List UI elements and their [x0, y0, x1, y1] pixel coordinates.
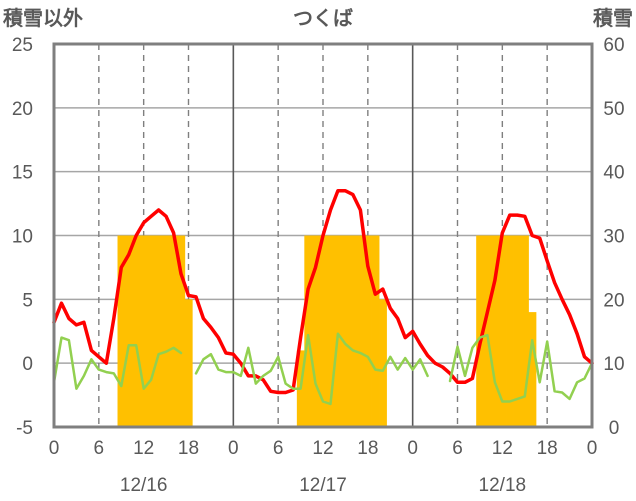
right-tick-label: 10 [603, 354, 624, 375]
left-tick-label: 5 [22, 290, 33, 311]
right-tick-label: 20 [603, 290, 624, 311]
right-tick-label: 0 [609, 418, 620, 439]
snow-depth-bar [506, 235, 514, 427]
snow-depth-bar [371, 235, 380, 427]
snow-depth-bar [483, 235, 492, 427]
left-tick-label: 0 [22, 354, 33, 375]
right-tick-label: 60 [603, 35, 624, 56]
x-tick-label: 0 [228, 438, 239, 459]
left-tick-label: -5 [16, 418, 33, 439]
left-axis-label: 積雪以外 [3, 6, 83, 30]
x-tick-label: 0 [407, 438, 418, 459]
left-tick-label: 15 [12, 163, 33, 184]
x-tick-label: 0 [49, 438, 60, 459]
right-tick-label: 50 [603, 99, 624, 120]
x-tick-label: 12 [133, 438, 154, 459]
snow-depth-bar [124, 235, 133, 427]
snow-depth-bar [379, 299, 387, 427]
snow-depth-bar [476, 235, 485, 427]
x-tick-label: 18 [357, 438, 378, 459]
left-tick-labels: 25 20 15 10 5 0 -5 [12, 35, 33, 439]
series-line [52, 332, 594, 406]
x-tick-label: 18 [537, 438, 558, 459]
snow-depth-bar [356, 235, 365, 427]
date-label: 12/16 [120, 475, 168, 496]
date-label: 12/18 [479, 475, 527, 496]
snow-depth-bar [491, 235, 499, 427]
left-tick-label: 25 [12, 35, 33, 56]
x-tick-label: 12 [312, 438, 333, 459]
x-tick-label: 6 [452, 438, 463, 459]
snow-depth-bar [311, 235, 320, 427]
snow-depth-bars [117, 235, 537, 427]
snow-depth-bar [304, 235, 313, 427]
snow-depth-bar [184, 299, 193, 427]
snow-depth-bar [364, 235, 372, 427]
x-tick-label: 12 [492, 438, 513, 459]
left-tick-label: 20 [12, 99, 33, 120]
snow-depth-bar [139, 235, 148, 427]
snow-depth-bar [521, 235, 529, 427]
snow-depth-bar [169, 235, 178, 427]
x-tick-label: 6 [273, 438, 284, 459]
snow-depth-bar [162, 235, 171, 427]
snow-depth-bar [513, 235, 522, 427]
snow-depth-bar [319, 235, 328, 427]
x-tick-labels: 0 6 12 18 0 6 12 18 0 6 12 18 0 [49, 438, 598, 459]
right-tick-label: 40 [603, 163, 624, 184]
snow-depth-bar [528, 312, 537, 427]
date-label: 12/17 [299, 475, 347, 496]
right-tick-labels: 60 50 40 30 20 10 0 [603, 35, 624, 439]
x-tick-label: 18 [178, 438, 199, 459]
right-axis-label: 積雪 [593, 7, 633, 30]
x-tick-label: 6 [94, 438, 105, 459]
date-labels: 12/16 12/17 12/18 [120, 475, 526, 496]
snow-depth-bar [154, 235, 163, 427]
snow-depth-bar [341, 235, 350, 427]
plot-frame [52, 42, 594, 429]
snow-depth-bar [147, 235, 156, 427]
chart-title: つくば [293, 7, 353, 30]
snow-depth-bar [498, 235, 507, 427]
snow-depth-bar [334, 235, 343, 427]
left-tick-label: 10 [12, 227, 33, 248]
series-line [52, 189, 594, 395]
snow-depth-bar [349, 235, 358, 427]
snow-depth-bar [132, 235, 141, 427]
snow-depth-bar [117, 235, 126, 427]
x-tick-label: 0 [587, 438, 598, 459]
snow-depth-bar [326, 235, 335, 427]
snow-depth-bar [177, 235, 186, 427]
right-tick-label: 30 [603, 227, 624, 248]
